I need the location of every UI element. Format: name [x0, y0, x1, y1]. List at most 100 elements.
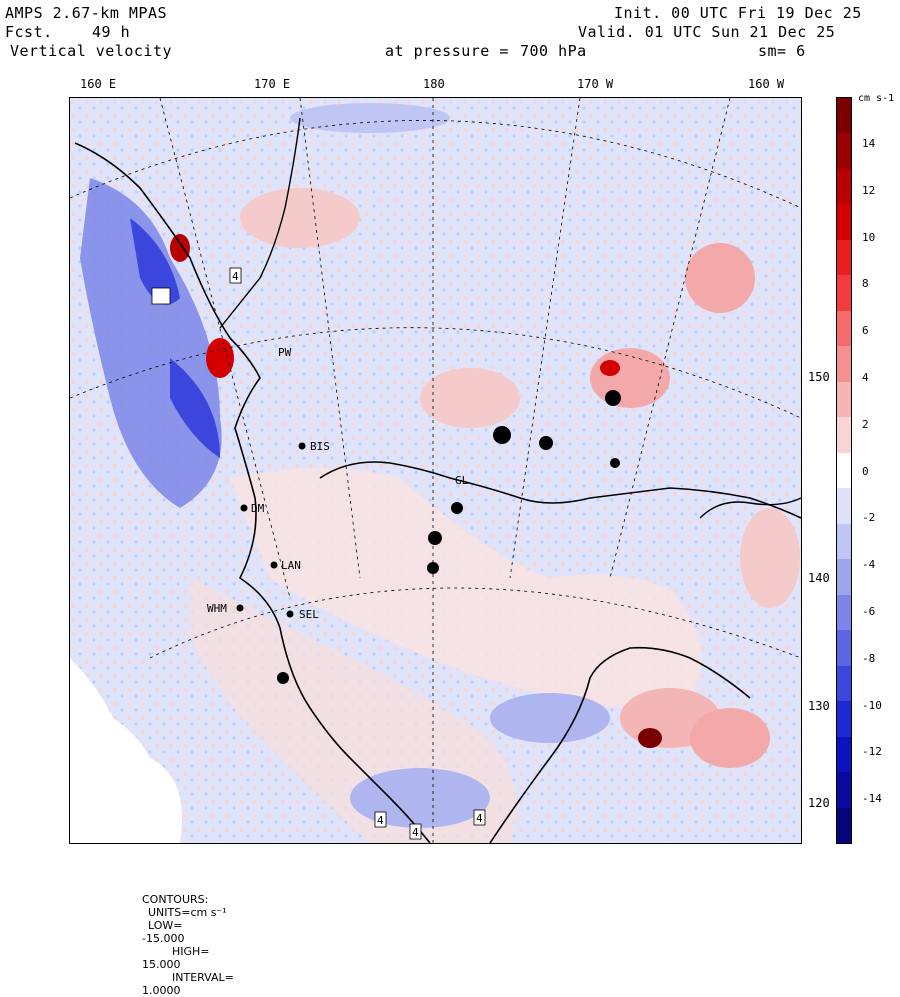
updraft-patch-2	[685, 243, 755, 313]
lon-label-160w: 160 W	[748, 77, 785, 91]
updraft-patch	[590, 348, 670, 408]
station-dot-bis	[298, 442, 306, 450]
colorbar-tick-label: 4	[862, 371, 869, 384]
box-label-frame-4	[374, 811, 387, 828]
station-label-bis: BIS	[310, 440, 330, 453]
colorbar-segment	[837, 807, 851, 844]
colorbar-tick-label: 2	[862, 417, 869, 431]
pressure-value: 700 hPa	[520, 42, 587, 60]
downdraft-core	[130, 218, 180, 305]
lon-label-170e: 170 E	[254, 77, 291, 91]
updraft-patch-4	[690, 708, 770, 768]
map-panel[interactable]: BIS DM LAN SEL WHM PW GL 4 4 4 4	[69, 97, 802, 844]
smoothing-label: sm= 6	[758, 42, 806, 60]
box-label-text-4: 4	[377, 814, 384, 827]
colorbar-segment	[837, 594, 851, 631]
high-value: 15.000	[142, 958, 181, 971]
box-label-frame-empty	[151, 287, 171, 305]
colorbar-tick-label: 8	[862, 277, 869, 291]
colorbar-segment	[837, 772, 851, 809]
station-dot-whm	[236, 604, 244, 612]
station-dot-lan	[270, 561, 278, 569]
contour-blob-6	[277, 672, 289, 684]
graticule	[70, 98, 801, 843]
coastline-ne	[699, 497, 801, 519]
box-label-frame-2	[473, 809, 486, 826]
parallel-3	[149, 587, 801, 659]
colorbar-segment	[837, 275, 851, 312]
colorbar-tick-label: 0	[862, 464, 869, 478]
updraft-core-2	[170, 234, 190, 262]
contour-blob-3	[605, 390, 621, 406]
colorbar-segment	[837, 559, 851, 596]
updraft-core-4	[600, 360, 620, 376]
colorbar-tick-label: 12	[862, 183, 876, 197]
colorbar-segment	[837, 168, 851, 205]
valid-time: Valid. 01 UTC Sun 21 Dec 25	[578, 23, 836, 41]
low-label: LOW=	[148, 919, 183, 932]
downdraft-patch-3	[290, 103, 450, 133]
interval-value: 1.0000	[142, 984, 181, 997]
colorbar-tick-label: -2	[862, 511, 876, 525]
updraft-patch-6	[420, 368, 520, 428]
positive-region	[230, 468, 702, 708]
colorbar-segment	[837, 310, 851, 347]
coastline-ross	[219, 117, 301, 329]
lon-label-180: 180	[423, 77, 445, 91]
meridian-160e	[159, 98, 291, 599]
colorbar-tick-label: -12	[862, 745, 882, 759]
forecast-hour: 49 h	[92, 23, 131, 41]
contour-blob-4	[428, 531, 442, 545]
contour-info: CONTOURS: UNITS=cm s⁻¹ LOW= -15.000 HIGH…	[135, 880, 234, 997]
colorbar-segment	[837, 736, 851, 773]
colorbar-tick-label: -14	[862, 792, 882, 806]
ice-shelf-edge	[319, 461, 801, 519]
coastline-west	[74, 142, 431, 843]
colorbar-units: cm s-1	[858, 93, 895, 104]
colorbar	[836, 97, 852, 844]
contour-blob-2	[539, 436, 553, 450]
no-data-region-2	[70, 698, 182, 843]
colorbar-tick-label: -10	[862, 698, 882, 712]
boxed-contour-labels: 4 4 4 4	[151, 267, 486, 840]
contour-blob	[493, 426, 511, 444]
box-label-text: 4	[232, 270, 239, 283]
station-dot-dm	[240, 504, 248, 512]
lon-label-160e: 160 E	[80, 77, 117, 91]
lon-label-170w: 170 W	[577, 77, 614, 91]
updraft-core-3	[638, 728, 662, 748]
station-markers: BIS DM LAN SEL WHM PW GL	[207, 346, 469, 621]
field-name: Vertical velocity	[10, 42, 173, 60]
downdraft-patch-2	[350, 768, 490, 828]
colorbar-segment	[837, 452, 851, 489]
interval-label: INTERVAL=	[172, 971, 234, 984]
coastline-east	[489, 646, 751, 843]
units-label: UNITS=cm s⁻¹	[148, 906, 227, 919]
vertical-velocity-map: BIS DM LAN SEL WHM PW GL 4 4 4 4	[70, 98, 801, 843]
colorbar-segment	[837, 98, 851, 134]
updraft-patch-7	[740, 508, 800, 608]
colorbar-segment	[837, 417, 851, 454]
station-label-gl: GL	[455, 474, 469, 487]
colorbar-tick-label: -6	[862, 605, 876, 618]
meridian-160w	[609, 98, 731, 579]
station-label-sel: SEL	[299, 608, 319, 621]
high-label: HIGH=	[172, 945, 210, 958]
colorbar-segment	[837, 381, 851, 418]
low-value: -15.000	[142, 932, 185, 945]
pressure-label: at pressure =	[385, 42, 509, 60]
updraft-patch-5	[240, 188, 360, 248]
contour-blob-7	[610, 458, 620, 468]
colorbar-tick-label: -4	[862, 558, 876, 572]
colorbar-segment	[837, 133, 851, 170]
box-label-frame	[229, 267, 242, 284]
colorbar-segment	[837, 665, 851, 702]
downdraft-core-2	[170, 358, 220, 458]
downdraft-patch	[490, 693, 610, 743]
station-label-pw: PW	[278, 346, 292, 359]
box-label-text-3: 4	[412, 826, 419, 839]
colorbar-tick-label: 6	[862, 324, 869, 338]
parallel-2	[70, 327, 801, 419]
model-title: AMPS 2.67-km MPAS	[5, 4, 168, 22]
init-time: Init. 00 UTC Fri 19 Dec 25	[614, 4, 862, 22]
